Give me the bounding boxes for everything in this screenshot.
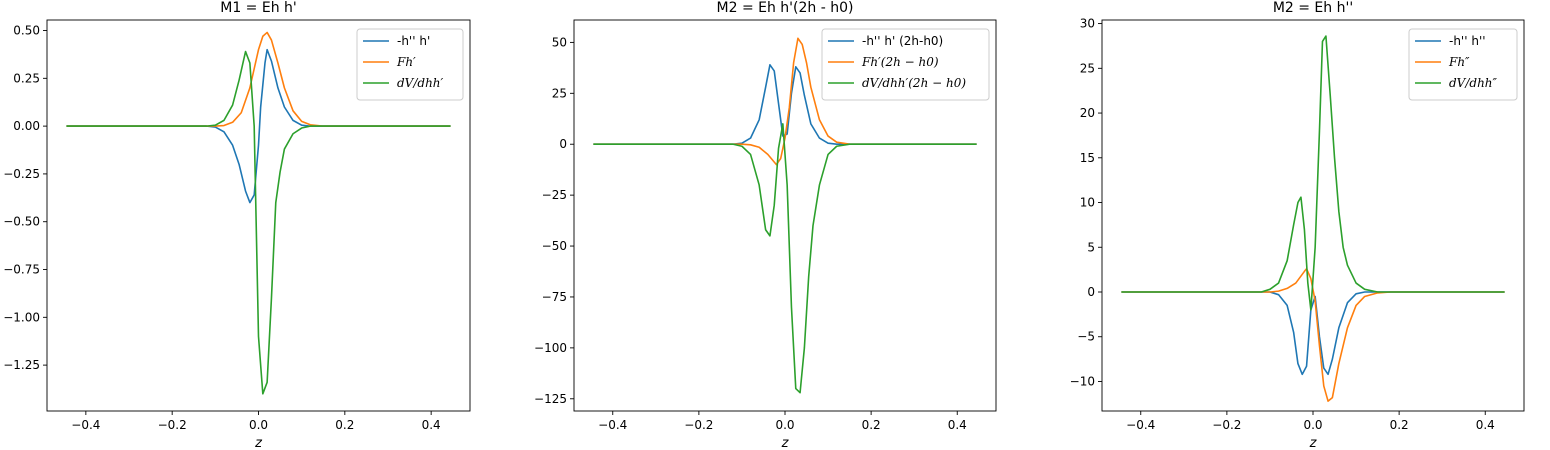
series-line-1 (1121, 291, 1505, 376)
chart-title: M1 = Eh h' (220, 0, 297, 16)
y-tick-label: −5 (1077, 330, 1095, 344)
y-tick-label: 20 (1080, 106, 1095, 120)
legend-entry: dV/dhh″ (1449, 76, 1498, 90)
x-tick-label: −0.4 (598, 418, 627, 432)
y-tick-label: 0.25 (13, 71, 40, 85)
y-tick-label: 25 (552, 86, 567, 100)
y-tick-label: −25 (542, 188, 567, 202)
y-tick-label: 50 (552, 35, 567, 49)
series-line-2 (66, 31, 451, 127)
legend-entry: dV/dhh′(2h − h0) (862, 76, 966, 90)
x-axis-label: z (1309, 436, 1318, 450)
y-tick-label: 10 (1080, 196, 1095, 210)
legend-entry: -h'' h'' (1449, 34, 1486, 48)
x-tick-label: 0.2 (1390, 418, 1409, 432)
x-tick-label: 0.4 (422, 418, 441, 432)
legend: -h'' h'' Fh″ dV/dhh″ (1408, 28, 1518, 101)
series-line-3 (1121, 35, 1505, 311)
y-tick-label: −75 (542, 290, 567, 304)
x-tick-label: 0.4 (948, 418, 967, 432)
legend-entry: -h'' h' (2h-h0) (862, 34, 943, 48)
y-tick-label: 0 (559, 137, 567, 151)
y-tick-label: 15 (1080, 151, 1095, 165)
chart-title: M2 = Eh h'(2h - h0) (717, 0, 854, 16)
y-tick-label: −0.75 (3, 263, 40, 277)
legend-entry: dV/dhh′ (397, 76, 444, 90)
x-axis-label: z (254, 436, 263, 450)
series-line-3 (593, 123, 977, 394)
legend-entry: -h'' h' (397, 34, 430, 48)
x-tick-label: 0.4 (1476, 418, 1495, 432)
y-tick-label: 0.50 (13, 24, 40, 38)
series-line-2 (593, 37, 977, 166)
y-tick-label: 25 (1080, 61, 1095, 75)
x-tick-label: 0.2 (335, 418, 354, 432)
legend: -h'' h' Fh′ dV/dhh′ (356, 28, 464, 101)
x-tick-label: −0.4 (1126, 418, 1155, 432)
legend-entry: Fh′(2h − h0) (861, 55, 939, 69)
series-line-1 (66, 48, 451, 204)
x-tick-label: −0.2 (684, 418, 713, 432)
chart-panel-3: M2 = Eh h'' −0.4 −0.2 0.0 0.2 0.4 −10 −5 0 5 10 15 2… (1070, 0, 1525, 450)
chart-title: M2 = Eh h'' (1273, 0, 1353, 16)
series-line-3 (66, 50, 451, 395)
legend-entry: Fh″ (1448, 55, 1470, 69)
chart-panel-1: M1 = Eh h' −0.4 −0.2 0.0 0.2 0.4 −1.25 −1.00 −0.… (3, 0, 471, 450)
legend: -h'' h' (2h-h0) Fh′(2h − h0) dV/dhh′(2h − … (821, 28, 990, 101)
y-tick-label: 0 (1087, 285, 1095, 299)
y-tick-label: 0.00 (13, 119, 40, 133)
x-tick-label: 0.0 (775, 418, 794, 432)
legend-entry: Fh′ (396, 55, 416, 69)
x-tick-label: 0.0 (249, 418, 268, 432)
x-tick-label: 0.2 (862, 418, 881, 432)
y-tick-label: 5 (1087, 240, 1095, 254)
x-tick-label: −0.4 (71, 418, 100, 432)
y-tick-label: −1.00 (3, 310, 40, 324)
x-tick-label: −0.2 (158, 418, 187, 432)
x-axis-label: z (781, 436, 790, 450)
y-tick-label: −125 (534, 392, 567, 406)
y-tick-label: −50 (542, 239, 567, 253)
series-line-2 (1121, 267, 1505, 402)
y-tick-label: −0.25 (3, 167, 40, 181)
legend-box (821, 28, 990, 101)
y-tick-label: −100 (534, 341, 567, 355)
x-tick-label: 0.0 (1303, 418, 1322, 432)
y-tick-label: −10 (1070, 374, 1095, 388)
chart-panel-2: M2 = Eh h'(2h - h0) −0.4 −0.2 0.0 0.2 0.4 −125… (534, 0, 997, 450)
y-tick-label: 30 (1080, 17, 1095, 31)
x-tick-label: −0.2 (1212, 418, 1241, 432)
y-tick-label: −0.50 (3, 215, 40, 229)
y-tick-label: −1.25 (3, 358, 40, 372)
